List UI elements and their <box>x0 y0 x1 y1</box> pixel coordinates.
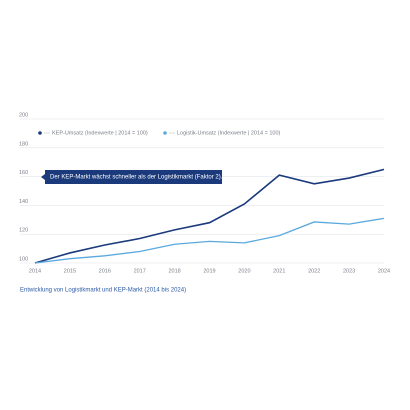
x-tick-label: 2016 <box>99 268 111 274</box>
x-tick-label: 2014 <box>29 268 41 274</box>
y-tick-label: 200 <box>19 112 28 118</box>
legend-label: Logistik-Umsatz (Indexwerte | 2014 = 100… <box>177 130 281 136</box>
y-tick-label: 140 <box>19 199 28 205</box>
x-tick-label: 2018 <box>168 268 180 274</box>
x-tick-label: 2020 <box>238 268 250 274</box>
series-line <box>34 217 385 264</box>
legend-label: KEP-Umsatz (Indexwerte | 2014 = 100) <box>52 130 148 136</box>
annotation: Der KEP-Markt wächst schneller als der L… <box>50 175 223 181</box>
x-tick-label: 2015 <box>64 268 76 274</box>
x-tick-label: 2017 <box>134 268 146 274</box>
x-tick-label: 2022 <box>308 268 320 274</box>
x-tick-label: 2024 <box>378 268 390 274</box>
series-line <box>34 168 385 264</box>
y-tick-label: 100 <box>19 256 28 262</box>
x-tick-label: 2021 <box>273 268 285 274</box>
legend-marker <box>163 131 167 135</box>
y-tick-label: 120 <box>19 228 28 234</box>
x-tick-label: 2023 <box>343 268 355 274</box>
x-tick-label: 2019 <box>203 268 215 274</box>
legend-marker <box>38 131 42 135</box>
caption: Entwicklung von Logistikmarkt und KEP-Ma… <box>20 288 186 294</box>
y-tick-label: 180 <box>19 141 28 147</box>
y-tick-label: 160 <box>19 170 28 176</box>
annotation-box <box>41 170 222 184</box>
